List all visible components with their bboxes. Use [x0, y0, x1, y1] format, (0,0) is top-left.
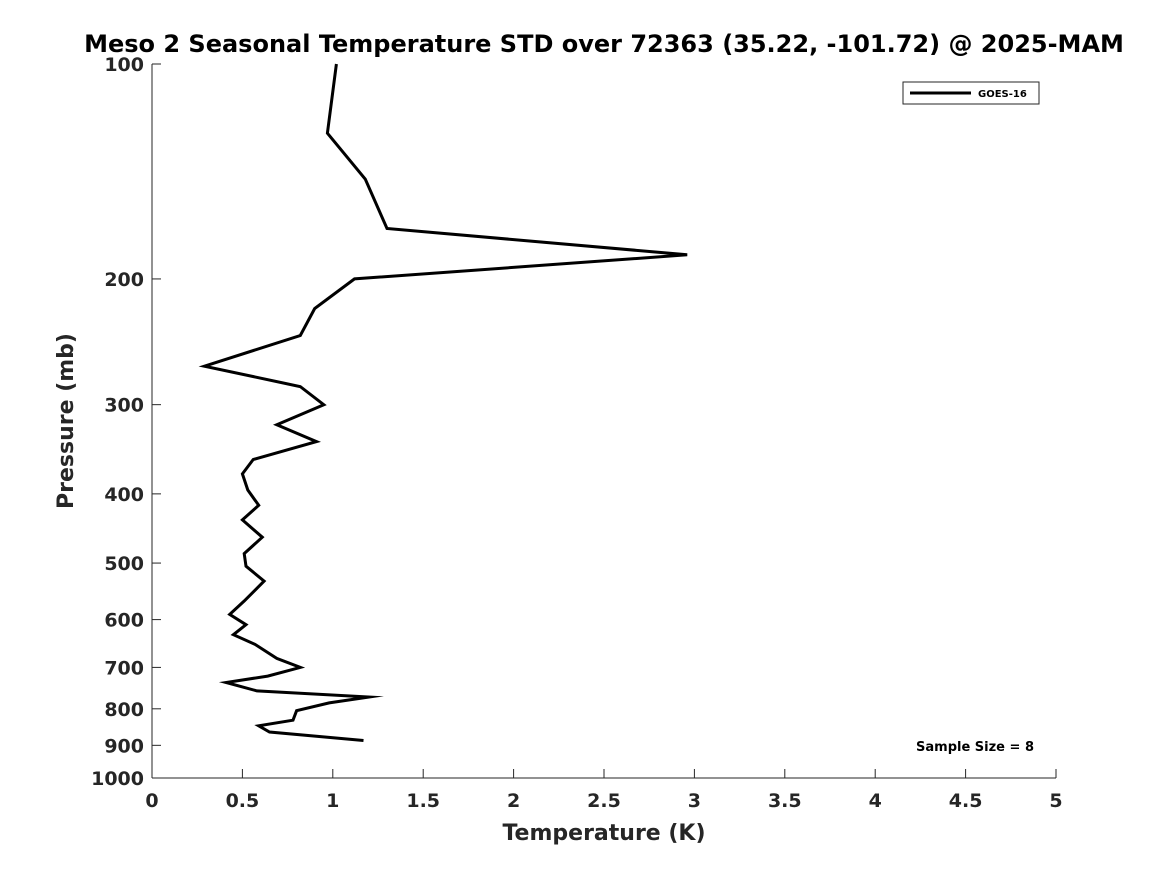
x-tick-label: 1.5: [406, 790, 440, 812]
y-tick-label: 400: [104, 484, 144, 506]
x-axis-ticks: 0 0.5 1 1.5 2 2.5 3 3.5 4 4.5 5: [145, 769, 1063, 812]
x-tick-label: 3: [688, 790, 701, 812]
plot-area: [152, 64, 1056, 778]
y-tick-label: 700: [104, 657, 144, 679]
legend: GOES-16: [902, 81, 1040, 105]
x-tick-label: 0.5: [226, 790, 260, 812]
x-tick-label: 5: [1049, 790, 1062, 812]
series-line-goes-16: [198, 63, 688, 742]
y-tick-label: 300: [104, 395, 144, 417]
x-axis-label: Temperature (K): [502, 821, 705, 846]
x-tick-label: 2.5: [587, 790, 621, 812]
sample-size-annotation: Sample Size = 8: [916, 740, 1034, 755]
y-tick-label: 500: [104, 553, 144, 575]
y-tick-label: 200: [104, 269, 144, 291]
x-tick-label: 2: [507, 790, 520, 812]
y-tick-label: 1000: [91, 768, 144, 790]
series-layer: [198, 63, 688, 742]
y-tick-label: 600: [104, 610, 144, 632]
x-tick-label: 4: [869, 790, 882, 812]
y-tick-label: 100: [104, 54, 144, 76]
legend-label-goes-16: GOES-16: [978, 89, 1027, 100]
y-axis-label: Pressure (mb): [54, 333, 79, 509]
x-tick-label: 1: [326, 790, 339, 812]
x-tick-label: 0: [145, 790, 158, 812]
y-axis-ticks: 100 200 300 400 500 600 700 800 900 1000: [91, 54, 161, 790]
chart-title: Meso 2 Seasonal Temperature STD over 723…: [84, 30, 1124, 58]
x-tick-label: 3.5: [768, 790, 802, 812]
y-tick-label: 800: [104, 699, 144, 721]
y-tick-label: 900: [104, 735, 144, 757]
x-tick-label: 4.5: [949, 790, 983, 812]
